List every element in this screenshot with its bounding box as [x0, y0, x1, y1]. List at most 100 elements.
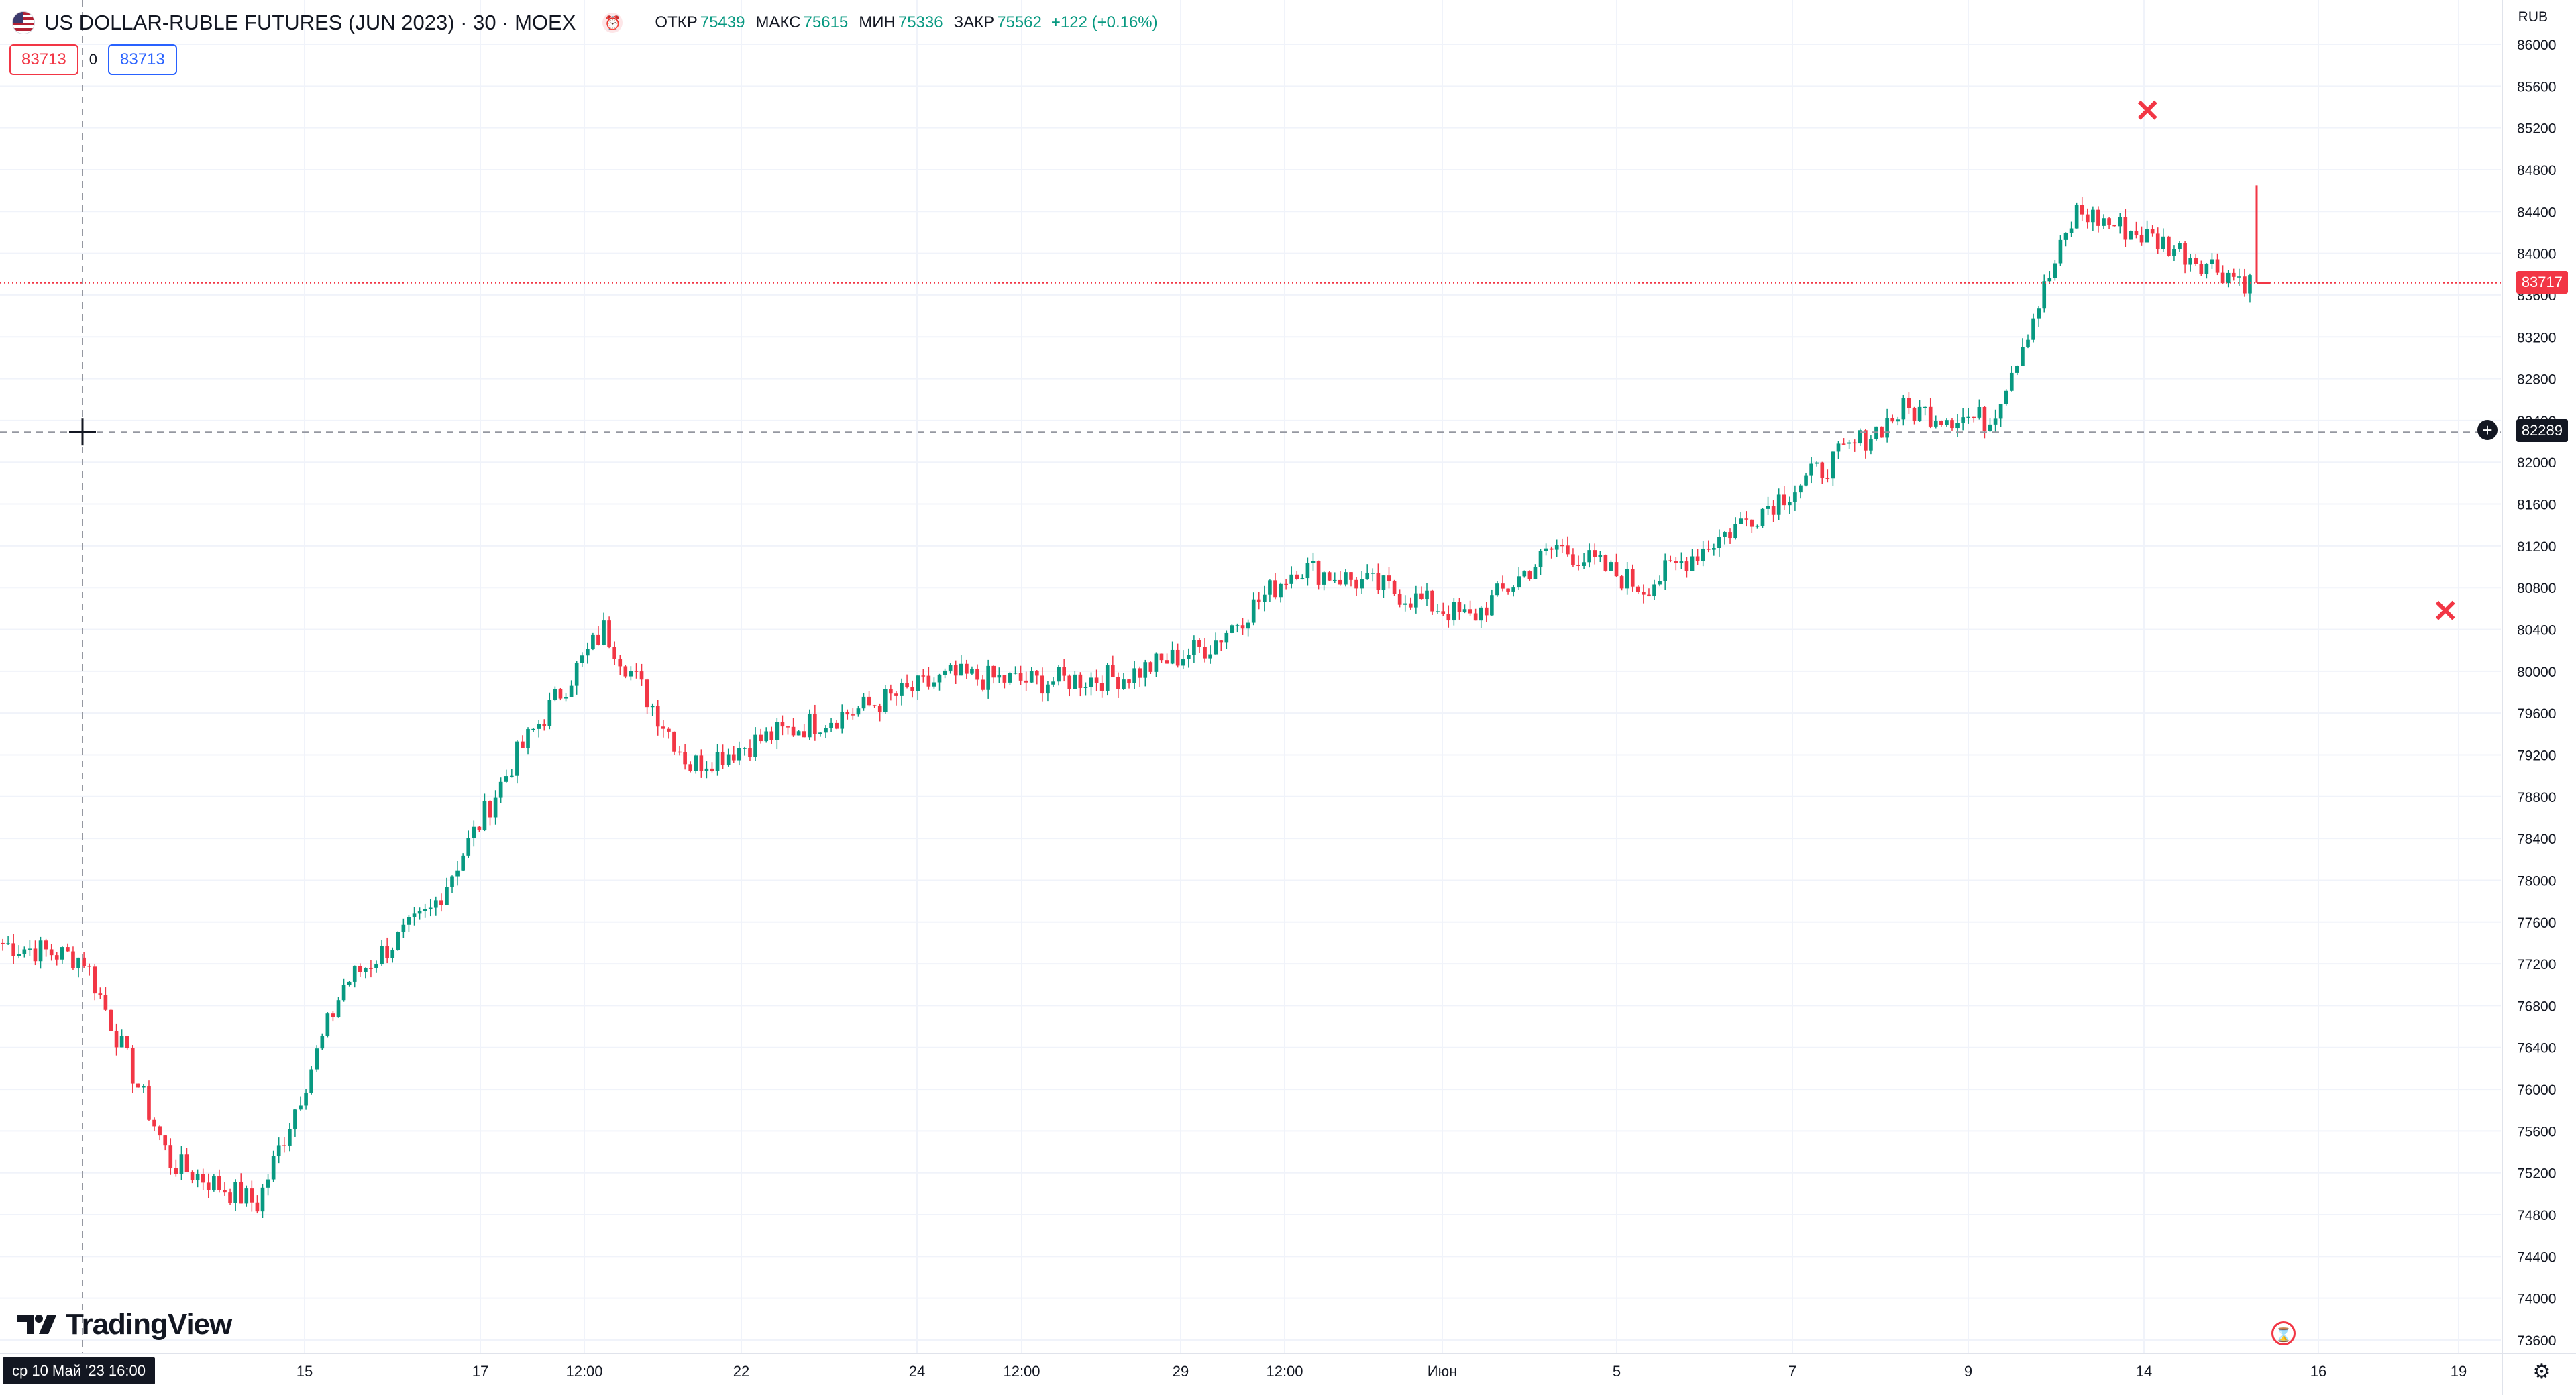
candle-body: [1587, 550, 1591, 563]
candle-body: [2015, 366, 2019, 373]
candle-body: [455, 870, 460, 877]
candle-body: [250, 1188, 254, 1203]
candle-body: [477, 826, 482, 830]
candle-body: [1982, 407, 1987, 431]
candle-body: [2042, 281, 2047, 309]
ohlc-value: 75615: [803, 13, 849, 32]
alarm-clock-icon[interactable]: ⏰: [602, 13, 623, 33]
candle-body: [98, 993, 103, 995]
candle-body: [639, 671, 644, 680]
candle-body: [2178, 243, 2182, 249]
candle-body: [2074, 205, 2079, 229]
candle-body: [531, 728, 535, 730]
price-tick-label: 76800: [2517, 999, 2556, 1014]
candle-body: [190, 1172, 195, 1180]
price-tick-label: 78400: [2517, 832, 2556, 847]
candle-body: [1739, 518, 1743, 524]
close-marker-icon[interactable]: ✕: [2432, 594, 2459, 628]
candle-body: [1408, 603, 1413, 608]
candle-body: [905, 683, 909, 687]
ohlc-key: ЗАКР: [953, 13, 995, 32]
candle-body: [1815, 462, 1819, 464]
candle-body: [1089, 677, 1093, 687]
candle-body: [1273, 580, 1277, 598]
candle-body: [1165, 660, 1169, 664]
candle-body: [33, 948, 38, 962]
candle-body: [1240, 625, 1245, 629]
candle-body: [775, 722, 780, 740]
ohlc-value: 75439: [700, 13, 745, 32]
candle-body: [255, 1202, 260, 1212]
candle-body: [574, 663, 579, 686]
candle-body: [380, 946, 384, 965]
plus-circle-icon[interactable]: +: [2477, 420, 2498, 440]
candle-body: [282, 1145, 286, 1146]
candle-body: [1858, 430, 1862, 444]
buy-button[interactable]: 83713: [108, 44, 177, 75]
candle-body: [407, 917, 411, 925]
sell-button[interactable]: 83713: [9, 44, 78, 75]
candle-body: [1831, 451, 1835, 479]
candle-body: [428, 907, 433, 909]
candle-body: [1490, 595, 1494, 616]
candle-body: [645, 679, 649, 708]
candle-body: [1533, 567, 1538, 579]
candle-body: [1040, 675, 1044, 694]
candle-body: [612, 647, 617, 659]
candle-body: [655, 706, 660, 727]
price-tick-label: 83200: [2517, 330, 2556, 345]
candle-body: [1522, 571, 1527, 577]
candle-body: [1538, 551, 1543, 567]
candle-body: [1122, 679, 1126, 689]
candle-body: [1852, 442, 1857, 444]
candle-body: [1083, 687, 1088, 688]
candle-body: [1457, 602, 1462, 612]
candle-body: [93, 966, 97, 994]
candle-body: [417, 911, 422, 914]
candle-body: [2204, 264, 2209, 274]
currency-label[interactable]: RUB: [2518, 9, 2548, 25]
candle-body: [223, 1190, 227, 1193]
alarm-clock-icon[interactable]: ⌛: [2271, 1321, 2296, 1345]
candle-body: [1127, 679, 1131, 683]
candle-body: [1430, 590, 1434, 612]
candle-body: [82, 957, 86, 966]
candle-body: [1642, 592, 1646, 595]
price-tick-label: 76000: [2517, 1082, 2556, 1098]
candle-body: [163, 1135, 168, 1146]
candle-body: [1279, 583, 1283, 598]
candle-body: [2167, 236, 2171, 256]
candle-body: [2237, 276, 2241, 278]
candle-body: [813, 714, 817, 734]
candle-body: [1381, 575, 1386, 590]
candle-body: [206, 1182, 211, 1190]
candle-body: [916, 675, 920, 691]
candle-body: [537, 724, 541, 729]
candle-body: [737, 748, 741, 761]
close-marker-icon[interactable]: ✕: [2135, 93, 2161, 128]
price-tick-label: 81600: [2517, 498, 2556, 513]
candle-body: [2009, 372, 2014, 391]
candle-body: [482, 801, 487, 830]
price-tick-label: 84800: [2517, 163, 2556, 178]
candle-body: [1181, 659, 1185, 666]
candle-body: [921, 675, 926, 677]
time-tick-label: 15: [297, 1363, 313, 1380]
candle-body: [1733, 524, 1737, 539]
gear-icon[interactable]: ⚙: [2532, 1361, 2551, 1383]
candle-body: [1788, 502, 1792, 506]
candle-body: [174, 1168, 178, 1174]
symbol-title[interactable]: US DOLLAR-RUBLE FUTURES (JUN 2023) · 30 …: [44, 11, 576, 34]
candle-body: [975, 669, 979, 680]
tradingview-watermark[interactable]: TradingView: [16, 1308, 232, 1341]
candle-body: [634, 671, 639, 672]
candle-body: [780, 722, 785, 727]
candle-body: [260, 1187, 265, 1212]
candle-body: [796, 731, 801, 736]
candle-body: [521, 741, 525, 748]
time-tick-label: 16: [2310, 1363, 2326, 1380]
candle-body: [1425, 590, 1429, 600]
candle-body: [786, 726, 790, 728]
candle-body: [856, 708, 861, 715]
